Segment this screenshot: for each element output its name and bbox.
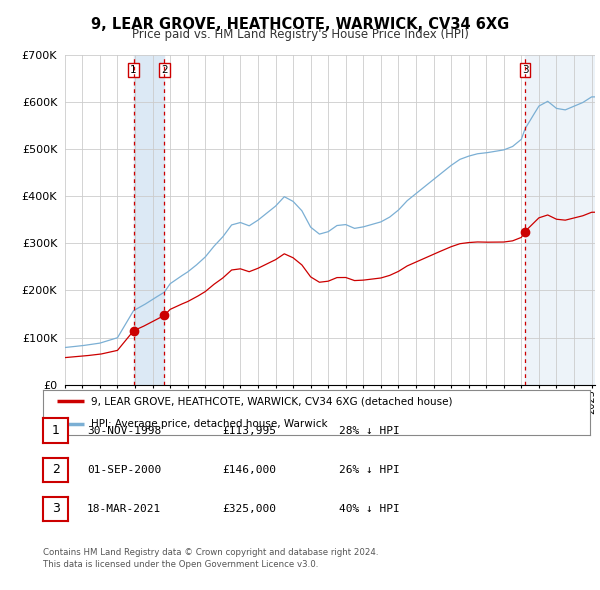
Text: 3: 3 [522,65,529,75]
Text: HPI: Average price, detached house, Warwick: HPI: Average price, detached house, Warw… [91,419,328,428]
Text: 2: 2 [52,463,60,476]
Text: 18-MAR-2021: 18-MAR-2021 [87,504,161,514]
Text: 26% ↓ HPI: 26% ↓ HPI [339,466,400,476]
Text: 01-SEP-2000: 01-SEP-2000 [87,466,161,476]
Text: Price paid vs. HM Land Registry's House Price Index (HPI): Price paid vs. HM Land Registry's House … [131,28,469,41]
Bar [525,55,595,385]
Text: 30-NOV-1998: 30-NOV-1998 [87,426,161,436]
Text: £113,995: £113,995 [222,426,276,436]
Text: This data is licensed under the Open Government Licence v3.0.: This data is licensed under the Open Gov… [43,560,319,569]
Text: 40% ↓ HPI: 40% ↓ HPI [339,504,400,514]
Text: Contains HM Land Registry data © Crown copyright and database right 2024.: Contains HM Land Registry data © Crown c… [43,548,379,557]
Text: 1: 1 [52,424,60,437]
Bar [134,55,164,385]
Text: £325,000: £325,000 [222,504,276,514]
Text: 1: 1 [130,65,137,75]
Text: 2: 2 [161,65,167,75]
Text: £146,000: £146,000 [222,466,276,476]
Text: 9, LEAR GROVE, HEATHCOTE, WARWICK, CV34 6XG (detached house): 9, LEAR GROVE, HEATHCOTE, WARWICK, CV34 … [91,396,453,406]
Text: 3: 3 [52,502,60,515]
Text: 9, LEAR GROVE, HEATHCOTE, WARWICK, CV34 6XG: 9, LEAR GROVE, HEATHCOTE, WARWICK, CV34 … [91,17,509,31]
Text: 28% ↓ HPI: 28% ↓ HPI [339,426,400,436]
